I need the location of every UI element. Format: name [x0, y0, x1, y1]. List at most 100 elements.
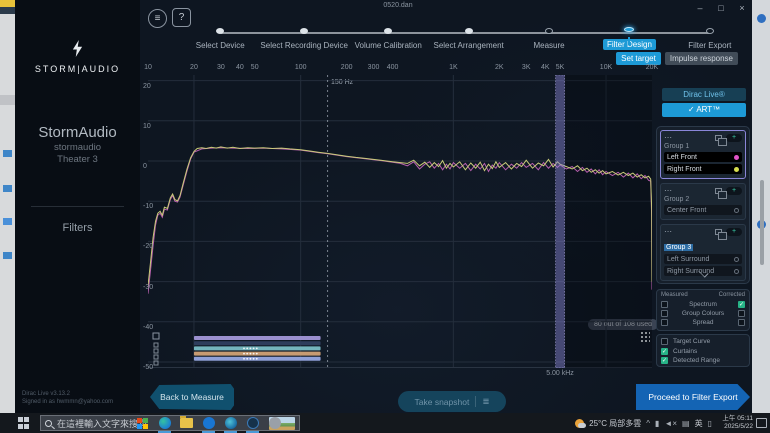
keyboard-icon[interactable]: ▤ — [682, 418, 690, 428]
measured-checkbox[interactable] — [661, 319, 668, 326]
take-snapshot-button[interactable]: Take snapshot ≣ — [398, 391, 506, 412]
search-icon — [45, 419, 52, 427]
proceed-to-filter-export-button[interactable]: Proceed to Filter Export — [636, 384, 750, 410]
explorer-icon[interactable] — [179, 415, 194, 431]
step-volume-calibration[interactable]: Volume Calibration — [348, 12, 428, 50]
measured-checkbox[interactable] — [661, 301, 668, 308]
system-tray: 25°C 局部多雲 ^ ▮ ◄× ▤ 英 ▯ — [575, 415, 712, 431]
subtab-impulse-response[interactable]: Impulse response — [664, 52, 738, 65]
notebook-icon[interactable]: ▯ — [707, 418, 712, 428]
app-version: Dirac Live v3.13.2 Signed in as hwmmn@ya… — [22, 390, 113, 406]
windows-taskbar: 在這裡輸入文字來搜尋 25°C 局部多雲 ^ ▮ ◄× ▤ 英 ▯ 上午 05:… — [0, 413, 770, 433]
step-node — [705, 28, 714, 34]
frequency-marker-band[interactable] — [555, 75, 565, 368]
groups-expand-button[interactable] — [698, 268, 710, 276]
x-tick-label: 400 — [386, 64, 399, 71]
weather-text[interactable]: 25°C 局部多雲 — [589, 418, 642, 428]
measured-checkbox[interactable] — [661, 310, 668, 317]
close-button[interactable]: × — [739, 3, 745, 13]
channel-left-surround[interactable]: Left Surround — [664, 254, 742, 264]
x-tick-label: 200 — [340, 64, 353, 71]
step-select-recording-device[interactable]: Select Recording Device — [260, 12, 348, 50]
x-tick-label: 10K — [599, 64, 613, 71]
group-layers-icon[interactable] — [715, 134, 727, 146]
x-tick-label: 40 — [236, 64, 244, 71]
channel-label: Left Surround — [667, 255, 710, 263]
corrected-checkbox[interactable] — [738, 310, 745, 317]
storm-bolt-icon — [72, 40, 83, 57]
group-layers-icon[interactable] — [715, 228, 727, 240]
dirac-live-tab[interactable]: Dirac Live® — [662, 88, 746, 101]
taskbar-clock[interactable]: 上午 05:11 2025/5/22 — [722, 415, 753, 431]
edge-icon[interactable] — [157, 415, 172, 433]
group-name: Group 2 — [664, 196, 690, 203]
group-group-2[interactable]: ⋯ + Group 2 Center Front — [660, 183, 746, 220]
group-group-1[interactable]: ⋯ + Group 1 Left Front Right Front — [660, 130, 746, 179]
group-menu-icon[interactable]: ⋯ — [664, 132, 672, 142]
channel-toggle-ring[interactable] — [734, 207, 739, 213]
minimize-button[interactable]: – — [697, 3, 703, 13]
step-filter-export[interactable]: Filter Export — [670, 12, 750, 50]
group-menu-icon[interactable]: ⋯ — [664, 226, 672, 236]
group-add-button[interactable]: + — [726, 186, 742, 195]
range-bar[interactable] — [193, 336, 321, 340]
group-add-button[interactable]: + — [726, 227, 742, 236]
help-button[interactable]: ? — [172, 8, 191, 27]
step-select-device[interactable]: Select Device — [180, 12, 260, 50]
art-tab[interactable]: ✓ ART™ — [662, 103, 746, 117]
trace-right-front — [148, 146, 652, 286]
battery-icon[interactable]: ▮ — [655, 418, 660, 428]
corrected-checkbox[interactable] — [738, 319, 745, 326]
dirac-icon[interactable] — [245, 415, 260, 433]
option-checkbox[interactable]: ✓ — [661, 357, 668, 365]
step-select-arrangement[interactable]: Select Arrangement — [428, 12, 508, 50]
step-measure[interactable]: Measure — [509, 12, 589, 50]
search-placeholder: 在這裡輸入文字來搜尋 — [57, 418, 148, 429]
range-bar[interactable] — [193, 341, 321, 346]
group-layers-icon[interactable] — [715, 187, 727, 199]
channel-toggle-ring[interactable] — [734, 268, 739, 274]
x-tick-label: 5K — [555, 64, 565, 71]
channel-color-dot[interactable] — [734, 166, 739, 172]
channel-right-front[interactable]: Right Front — [664, 164, 742, 174]
back-to-measure-button[interactable]: Back to Measure — [150, 384, 234, 410]
channel-center-front[interactable]: Center Front — [664, 205, 742, 215]
subtab-set-target[interactable]: Set target — [616, 52, 661, 65]
mc-row-label: Group Colours — [681, 310, 725, 317]
settings-icon[interactable] — [267, 415, 282, 431]
option-checkbox[interactable] — [661, 338, 668, 346]
group-name[interactable]: Group 3 — [664, 244, 694, 251]
hamburger-menu-button[interactable]: ≡ — [148, 9, 167, 28]
option-checkbox[interactable]: ✓ — [661, 347, 668, 355]
mc-row-group-colours: Group Colours — [661, 309, 745, 318]
active-indicator — [158, 431, 171, 433]
office-icon[interactable] — [135, 415, 150, 431]
sidebar-item-filters[interactable]: Filters — [62, 222, 93, 234]
corrected-checkbox[interactable]: ✓ — [738, 301, 745, 308]
ime-indicator[interactable]: 英 — [694, 418, 703, 428]
device-subtitle: stormaudio — [54, 142, 101, 153]
workflow-stepper: Select Device Select Recording Device Volu… — [180, 12, 750, 50]
background-scrollbar[interactable] — [760, 180, 764, 265]
tray-chevron-icon[interactable]: ^ — [646, 418, 651, 428]
group-add-button[interactable]: + — [726, 133, 742, 142]
button-divider — [475, 396, 477, 407]
outlook-icon[interactable] — [201, 415, 216, 433]
range-drag-handle[interactable] — [640, 331, 650, 343]
notification-center-icon[interactable] — [756, 418, 767, 428]
window-controls: – □ × — [694, 3, 748, 13]
weather-icon — [575, 418, 587, 428]
option-target-curve: Target Curve — [661, 337, 745, 347]
step-filter-design[interactable]: Filter Design — [589, 12, 669, 50]
y-tick-label: 10 — [143, 122, 151, 130]
channel-color-dot[interactable] — [734, 154, 739, 160]
x-tick-label: 3K — [521, 64, 531, 71]
start-button[interactable] — [18, 417, 30, 429]
channel-left-front[interactable]: Left Front — [664, 152, 742, 162]
group-menu-icon[interactable]: ⋯ — [664, 185, 672, 195]
maximize-button[interactable]: □ — [718, 3, 724, 13]
channel-toggle-ring[interactable] — [734, 256, 739, 262]
mute-icon[interactable]: ◄× — [664, 418, 678, 428]
teams-icon[interactable] — [223, 415, 238, 433]
plot-canvas[interactable] — [148, 75, 652, 368]
